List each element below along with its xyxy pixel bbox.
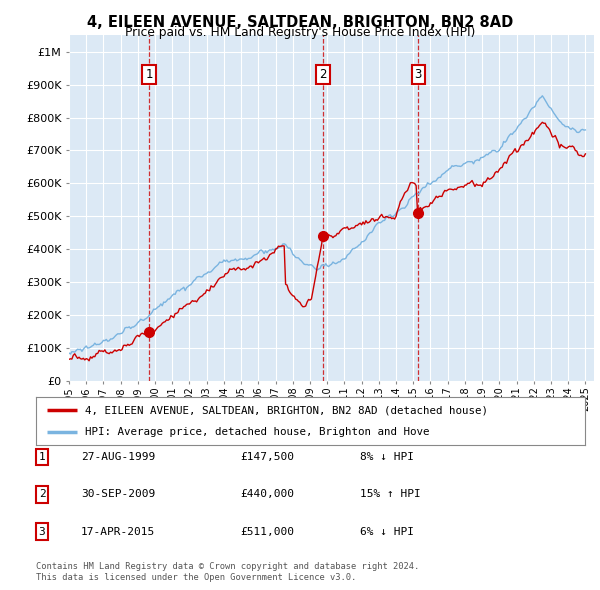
Text: 2: 2 [319,68,326,81]
Text: Contains HM Land Registry data © Crown copyright and database right 2024.: Contains HM Land Registry data © Crown c… [36,562,419,571]
Text: £440,000: £440,000 [240,490,294,499]
Text: 17-APR-2015: 17-APR-2015 [81,527,155,536]
Text: 8% ↓ HPI: 8% ↓ HPI [360,453,414,462]
Text: 30-SEP-2009: 30-SEP-2009 [81,490,155,499]
Text: HPI: Average price, detached house, Brighton and Hove: HPI: Average price, detached house, Brig… [85,427,430,437]
Text: Price paid vs. HM Land Registry's House Price Index (HPI): Price paid vs. HM Land Registry's House … [125,26,475,39]
Text: 27-AUG-1999: 27-AUG-1999 [81,453,155,462]
Text: This data is licensed under the Open Government Licence v3.0.: This data is licensed under the Open Gov… [36,572,356,582]
Text: 1: 1 [38,453,46,462]
Text: 2: 2 [38,490,46,499]
Text: 3: 3 [38,527,46,536]
Text: 3: 3 [415,68,422,81]
Text: £511,000: £511,000 [240,527,294,536]
Text: 4, EILEEN AVENUE, SALTDEAN, BRIGHTON, BN2 8AD: 4, EILEEN AVENUE, SALTDEAN, BRIGHTON, BN… [87,15,513,30]
Text: 1: 1 [145,68,153,81]
Text: 6% ↓ HPI: 6% ↓ HPI [360,527,414,536]
Text: £147,500: £147,500 [240,453,294,462]
Text: 15% ↑ HPI: 15% ↑ HPI [360,490,421,499]
Text: 4, EILEEN AVENUE, SALTDEAN, BRIGHTON, BN2 8AD (detached house): 4, EILEEN AVENUE, SALTDEAN, BRIGHTON, BN… [85,405,488,415]
